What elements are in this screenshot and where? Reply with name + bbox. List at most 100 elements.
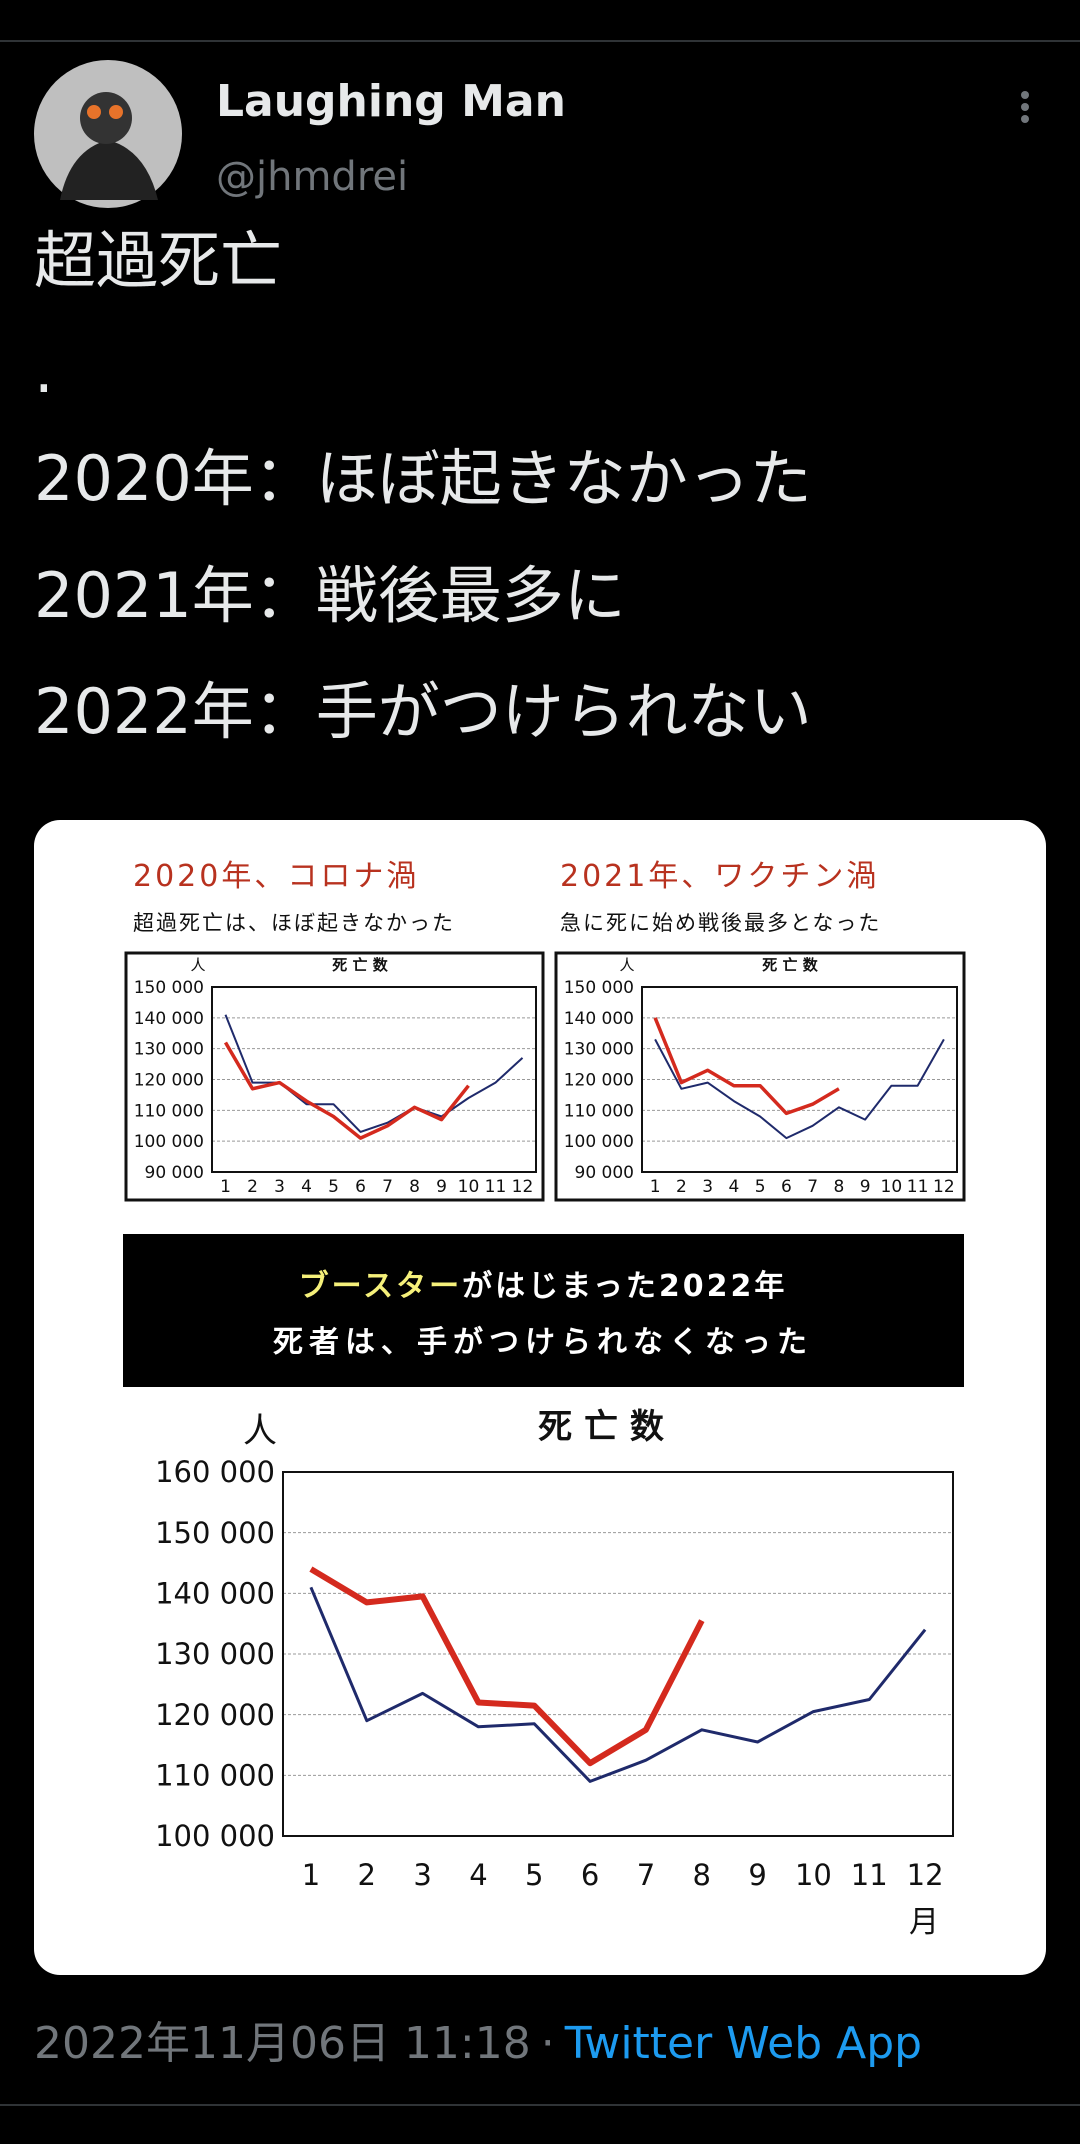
- x-tick-label: 7: [382, 1177, 393, 1197]
- x-tick-label: 12: [512, 1177, 534, 1197]
- source[interactable]: Twitter Web App: [564, 2018, 922, 2069]
- banner-highlight: ブースター: [299, 1269, 463, 1304]
- series-line: [309, 1566, 705, 1767]
- y-tick-label: 100 000: [155, 1819, 275, 1853]
- y-tick-label: 120 000: [155, 1698, 275, 1732]
- tweet-line: 2020年：ほぼ起きなかった: [34, 442, 812, 515]
- card-bg: [34, 820, 1046, 1975]
- x-tick-label: 6: [581, 1858, 599, 1892]
- y-unit: 人: [190, 956, 205, 974]
- tweet-line: 2022年：手がつけられない: [34, 675, 812, 748]
- y-tick-label: 150 000: [155, 1516, 275, 1550]
- x-tick-label: 3: [274, 1177, 285, 1197]
- banner-line: 死者は、手がつけられなくなった: [273, 1325, 813, 1360]
- x-tick-label: 1: [220, 1177, 231, 1197]
- banner-text: がはじまった2022年: [462, 1269, 787, 1304]
- y-tick-label: 100 000: [564, 1132, 634, 1152]
- author-name[interactable]: Laughing Man: [216, 76, 566, 127]
- x-tick-label: 4: [469, 1858, 487, 1892]
- x-tick-label: 10: [458, 1177, 480, 1197]
- avatar-head: [80, 92, 132, 144]
- footer: 2022年11月06日 11:18 · Twitter Web App: [34, 2018, 922, 2069]
- x-tick-label: 3: [413, 1858, 431, 1892]
- series-line: [223, 1041, 470, 1140]
- y-tick-label: 150 000: [564, 978, 634, 998]
- x-tick-label: 5: [525, 1858, 543, 1892]
- series-line: [653, 1017, 840, 1116]
- x-tick-label: 1: [302, 1858, 320, 1892]
- x-tick-label: 2: [247, 1177, 258, 1197]
- chart-title: 死 亡 数: [538, 1407, 664, 1447]
- author-handle[interactable]: @jhmdrei: [216, 154, 408, 200]
- menu-dot: [1021, 115, 1029, 123]
- menu-dot: [1021, 103, 1029, 111]
- x-tick-label: 5: [755, 1177, 766, 1197]
- y-tick-label: 90 000: [145, 1163, 204, 1183]
- y-tick-label: 130 000: [564, 1040, 634, 1060]
- x-tick-label: 10: [795, 1858, 832, 1892]
- y-tick-label: 110 000: [134, 1101, 204, 1121]
- avatar-body: [60, 140, 158, 200]
- panel-subheading: 急に死に始め戦後最多となった: [560, 911, 881, 935]
- x-tick-label: 8: [833, 1177, 844, 1197]
- y-unit: 人: [619, 956, 634, 974]
- avatar[interactable]: [34, 60, 182, 208]
- y-tick-label: 140 000: [134, 1009, 204, 1029]
- y-tick-label: 160 000: [155, 1455, 275, 1489]
- x-tick-label: 6: [355, 1177, 366, 1197]
- x-tick-label: 12: [907, 1858, 944, 1892]
- x-tick-label: 11: [851, 1858, 888, 1892]
- chart-frame: [554, 951, 966, 1202]
- y-tick-label: 110 000: [564, 1101, 634, 1121]
- x-tick-label: 9: [436, 1177, 447, 1197]
- plot-frame: [641, 986, 958, 1173]
- banner-line: ブースターがはじまった2022年: [299, 1269, 788, 1304]
- x-tick-label: 6: [781, 1177, 792, 1197]
- y-tick-label: 130 000: [155, 1637, 275, 1671]
- plot-frame: [282, 1471, 954, 1837]
- x-tick-label: 3: [702, 1177, 713, 1197]
- x-tick-label: 11: [907, 1177, 929, 1197]
- more-menu[interactable]: [1021, 91, 1029, 123]
- avatar-eye: [109, 105, 123, 119]
- tweet-line: .: [34, 334, 54, 407]
- x-tick-label: 10: [881, 1177, 903, 1197]
- y-tick-label: 140 000: [564, 1009, 634, 1029]
- x-tick-label: 2: [676, 1177, 687, 1197]
- y-tick-label: 140 000: [155, 1576, 275, 1610]
- timestamp[interactable]: 2022年11月06日 11:18: [34, 2018, 531, 2069]
- panel-heading: 2021年、ワクチン渦: [560, 859, 879, 894]
- image-card[interactable]: ブースターがはじまった2022年 死者は、手がつけられなくなった: [34, 820, 1046, 1975]
- tweet-line: 超過死亡: [34, 224, 282, 297]
- y-tick-label: 120 000: [134, 1070, 204, 1090]
- x-tick-label: 8: [693, 1858, 711, 1892]
- x-tick-label: 5: [328, 1177, 339, 1197]
- x-tick-label: 4: [728, 1177, 739, 1197]
- y-unit: 人: [243, 1411, 277, 1451]
- x-tick-label: 2: [358, 1858, 376, 1892]
- x-tick-label: 4: [301, 1177, 312, 1197]
- x-tick-label: 7: [807, 1177, 818, 1197]
- chart-title: 死 亡 数: [332, 956, 388, 974]
- panel-subheading: 超過死亡は、ほぼ起きなかった: [133, 911, 455, 935]
- y-tick-label: 100 000: [134, 1132, 204, 1152]
- tweet-line: 2021年：戦後最多に: [34, 559, 626, 632]
- y-tick-label: 110 000: [155, 1758, 275, 1792]
- avatar-eye: [87, 105, 101, 119]
- separator: ·: [541, 2018, 555, 2069]
- y-tick-label: 120 000: [564, 1070, 634, 1090]
- panel-heading: 2020年、コロナ渦: [133, 859, 419, 894]
- x-tick-label: 9: [748, 1858, 766, 1892]
- series-line: [309, 1586, 927, 1783]
- x-tick-label: 1: [650, 1177, 661, 1197]
- x-axis-label: 月: [909, 1905, 939, 1940]
- x-tick-label: 11: [485, 1177, 507, 1197]
- tweet-text: 超過死亡. 2020年：ほぼ起きなかった 2021年：戦後最多に 2022年：手がつけ…: [34, 224, 812, 748]
- x-tick-label: 8: [409, 1177, 420, 1197]
- plot-frame: [211, 986, 537, 1173]
- chart-frame: [124, 951, 545, 1202]
- menu-dot: [1021, 91, 1029, 99]
- y-tick-label: 130 000: [134, 1040, 204, 1060]
